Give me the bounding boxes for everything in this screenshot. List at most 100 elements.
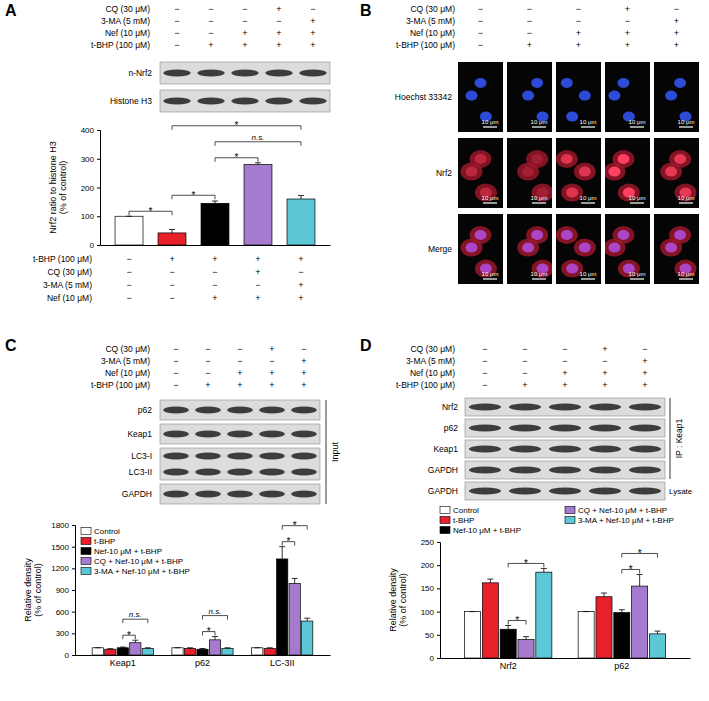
treatment-sign: − [212, 280, 217, 290]
blot-band [291, 469, 317, 476]
bar [614, 613, 630, 658]
scale-bar [679, 126, 693, 127]
micrograph [507, 62, 552, 132]
nucleus [475, 230, 487, 240]
cytoplasm [461, 239, 483, 257]
image-background [507, 62, 552, 132]
error-bar [619, 610, 625, 613]
treatment-sign: − [173, 380, 178, 390]
significance-bracket [215, 142, 301, 146]
y-axis: 0100200300400 [81, 126, 101, 250]
treatment-sign: − [205, 368, 210, 378]
treatment-sign: − [301, 344, 306, 354]
blot-band [291, 491, 317, 498]
treatment-sign: − [174, 4, 179, 14]
nucleus [531, 78, 543, 88]
blot-band [259, 407, 285, 414]
y-tick: 1200 [51, 564, 75, 573]
error-bar [583, 611, 589, 612]
cytoplasm [605, 163, 625, 181]
scale-bar [679, 202, 693, 203]
legend-swatch [81, 558, 91, 565]
significance-label: n.s. [209, 607, 222, 616]
treatment-sign: + [602, 344, 607, 354]
treatment-sign: + [301, 356, 306, 366]
tick-mark [72, 525, 75, 526]
error-bar [107, 648, 113, 650]
bar [649, 634, 665, 658]
scale-bar [581, 278, 595, 279]
x-tick: Keap1 [110, 658, 136, 668]
y-axis: 050100150200250 [421, 538, 441, 663]
legend-swatch [81, 548, 91, 555]
treatment-sign: + [298, 254, 303, 264]
tick-mark [437, 542, 440, 543]
treatment-sign: − [126, 293, 131, 303]
blot-band [195, 407, 221, 414]
nucleus [531, 230, 543, 240]
legend-label: Nef-10 μM + t-BHP [453, 526, 521, 535]
blot-band [469, 467, 501, 474]
treatment-sign: − [482, 380, 487, 390]
scale-bar-label: 10 μm [482, 195, 499, 201]
bar [92, 648, 103, 655]
nucleus [674, 230, 686, 240]
bar [172, 648, 183, 655]
treatment-label: t-BHP (100 μM) [91, 380, 150, 390]
scale-bar [483, 278, 497, 279]
blot-band [227, 431, 253, 438]
nucleus [665, 243, 677, 253]
blot-band [291, 453, 317, 460]
blot-band [195, 469, 221, 476]
tick-label: Keap1 [110, 658, 136, 668]
annotations: ***n.s.n.s.* [123, 520, 307, 641]
treatment-sign: + [237, 380, 242, 390]
panel-letter: B [360, 2, 372, 19]
blot-band [469, 404, 501, 411]
nucleus [566, 188, 578, 198]
treatment-sign: − [242, 16, 247, 26]
treatment-sign: + [301, 380, 306, 390]
treatment-label: CQ (30 μM) [410, 344, 455, 354]
treatment-sign: − [482, 368, 487, 378]
error-bar [255, 163, 261, 165]
y-tick: 0 [90, 241, 100, 250]
error-bar [212, 637, 218, 640]
legend-label: 3-MA + Nef-10 μM + t-BHP [94, 567, 190, 576]
significance-label: * [149, 206, 153, 217]
blot-band [589, 467, 621, 474]
nucleus [665, 91, 677, 101]
legend-swatch [81, 568, 91, 575]
bar [252, 648, 263, 655]
bar [184, 649, 195, 656]
legend-swatch [81, 528, 91, 535]
blot-band [163, 98, 190, 105]
treatment-label: Nef (10 μM) [105, 28, 150, 38]
blot-band [549, 467, 581, 474]
image-background [556, 62, 601, 132]
micrograph [458, 214, 503, 284]
nucleus [579, 91, 591, 101]
error-bar [145, 647, 151, 649]
annotations: ***n.s.* [129, 120, 301, 216]
treatment-sign: + [255, 293, 260, 303]
treatment-sign: − [562, 344, 567, 354]
x-tick: p62 [614, 661, 629, 671]
chart: 0100200300400Nrf2 ratio to histone H3(% … [48, 120, 331, 250]
blot-band [589, 425, 621, 432]
blot-band [259, 469, 285, 476]
tick-mark [437, 588, 440, 589]
treatment-sign: + [237, 368, 242, 378]
image-background [654, 214, 699, 284]
image-background [556, 138, 601, 208]
tick-label: 250 [421, 538, 435, 547]
nucleus [466, 167, 478, 177]
micrograph [654, 214, 699, 284]
image-background [605, 62, 650, 132]
error-bar [254, 647, 260, 648]
tick-mark [72, 633, 75, 634]
treatment-sign: + [625, 28, 630, 38]
axis-line [72, 526, 76, 656]
nucleus [608, 167, 620, 177]
error-bar [120, 647, 126, 649]
